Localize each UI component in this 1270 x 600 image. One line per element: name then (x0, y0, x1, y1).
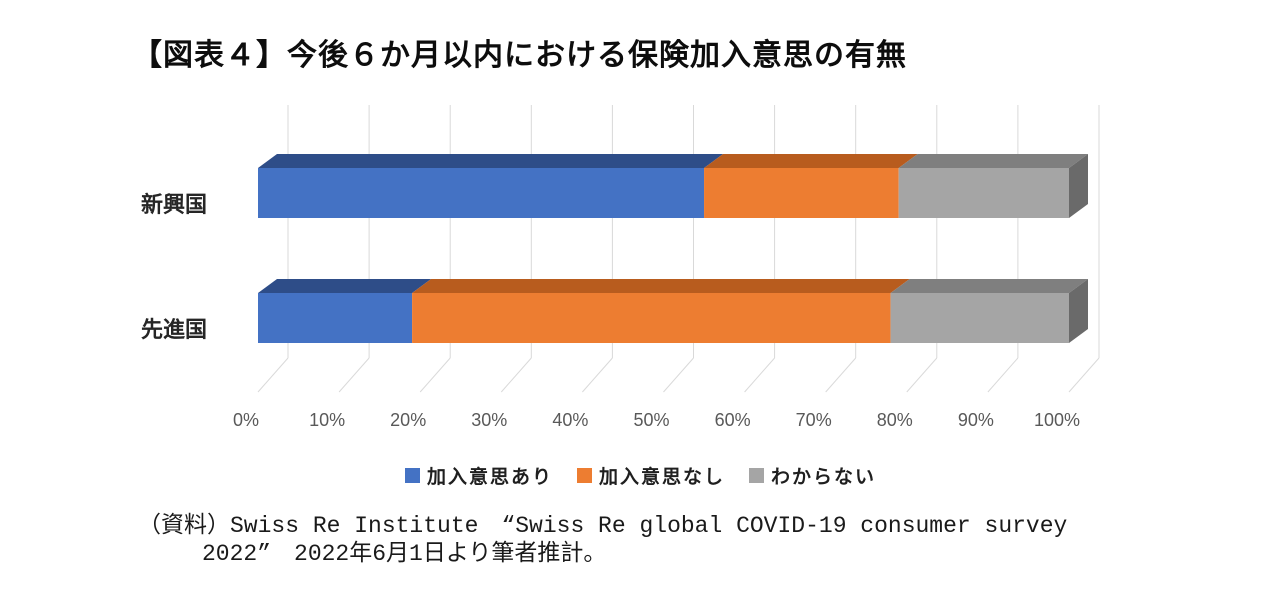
bar-side-face (1069, 154, 1088, 218)
x-axis-tick-label: 10% (309, 410, 345, 430)
source-note-line1: （資料）Swiss Re Institute “Swiss Re global … (138, 513, 1068, 539)
x-axis-tick-label: 40% (552, 410, 588, 430)
bar-top-face (412, 279, 910, 293)
x-axis-tick-label: 90% (958, 410, 994, 430)
x-axis-tick-label: 70% (796, 410, 832, 430)
legend-swatch-blue-icon (405, 468, 420, 483)
x-axis-tick-label: 20% (390, 410, 426, 430)
category-label: 先進国 (141, 317, 207, 342)
legend-item-unknown: わからない (749, 462, 876, 489)
chart-legend: 加入意思あり 加入意思なし わからない (405, 462, 876, 489)
bar-segment (898, 168, 1069, 218)
source-note-line2: 2022” 2022年6月1日より筆者推計。 (202, 541, 607, 567)
gridline-floor-tick (1068, 357, 1100, 393)
bar-segment (412, 293, 891, 343)
gridline-floor-tick (500, 357, 532, 393)
x-axis-tick-label: 50% (633, 410, 669, 430)
bar-top-face (258, 279, 432, 293)
legend-item-intend-no: 加入意思なし (577, 462, 725, 489)
gridline-floor-tick (663, 357, 694, 393)
bar-segment (258, 168, 705, 218)
legend-label-intend-no: 加入意思なし (599, 467, 726, 488)
x-axis-tick-label: 60% (715, 410, 751, 430)
legend-label-unknown: わからない (771, 467, 877, 488)
bar-segment (704, 168, 899, 218)
category-label: 新興国 (141, 192, 207, 217)
bar-segment (258, 293, 413, 343)
legend-swatch-gray-icon (749, 468, 765, 483)
x-axis-tick-label: 0% (233, 410, 259, 430)
x-axis-tick-label: 100% (1034, 410, 1080, 430)
gridline-floor-tick (257, 357, 289, 393)
bar-side-face (1069, 279, 1088, 343)
gridline-floor-tick (582, 357, 613, 393)
chart-title: 【図表４】今後６か月以内における保険加入意思の有無 (132, 39, 907, 72)
bar-top-face (258, 154, 724, 168)
bar-top-face (890, 279, 1088, 293)
gridline-floor-tick (419, 357, 451, 393)
legend-swatch-orange-icon (577, 468, 593, 483)
gridline-floor-tick (744, 357, 775, 393)
x-axis-tick-label: 80% (877, 410, 913, 430)
gridline-floor-tick (906, 357, 938, 393)
gridline-floor-tick (987, 357, 1019, 393)
gridline-floor-tick (825, 357, 857, 393)
bar-segment (890, 293, 1069, 343)
bar-top-face (898, 154, 1088, 168)
source-note: （資料）Swiss Re Institute “Swiss Re global … (138, 512, 1067, 568)
bar-top-face (704, 154, 918, 168)
x-axis-tick-label: 30% (471, 410, 507, 430)
legend-item-intend-yes: 加入意思あり (405, 462, 553, 489)
gridline-floor-tick (338, 357, 370, 393)
legend-label-intend-yes: 加入意思あり (427, 467, 554, 488)
